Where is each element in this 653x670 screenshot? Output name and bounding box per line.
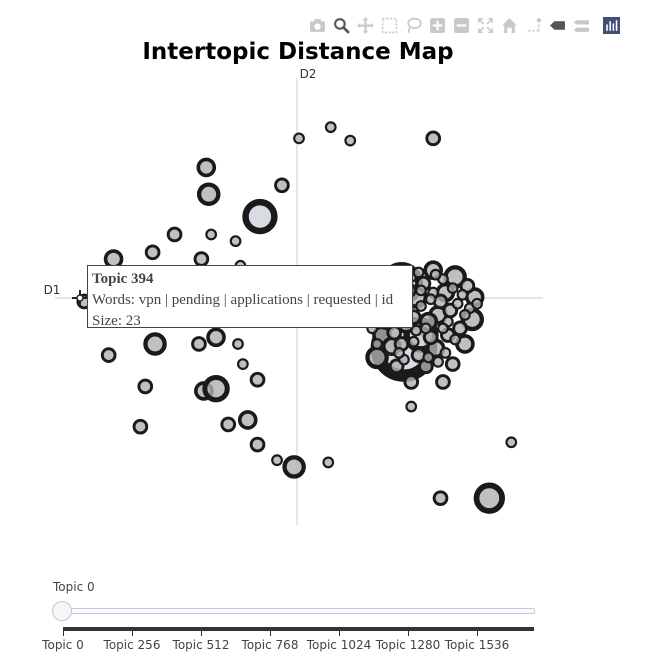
topic-point[interactable] [144, 244, 161, 261]
slider-tick-label[interactable]: Topic 1536 [444, 638, 510, 652]
topic-point[interactable] [449, 333, 462, 346]
topic-point[interactable] [196, 157, 217, 178]
topic-point[interactable] [452, 320, 468, 337]
topic-point[interactable] [432, 355, 444, 368]
topic-point[interactable] [473, 482, 506, 514]
modebar [307, 14, 621, 36]
topic-point[interactable] [274, 177, 290, 194]
topic-point[interactable] [415, 300, 427, 312]
spike-lines-icon[interactable] [523, 14, 543, 36]
chart-title: Intertopic Distance Map [142, 39, 454, 65]
slider-handle[interactable] [52, 601, 72, 621]
slider-tick-label[interactable]: Topic 1024 [306, 638, 372, 652]
slider-tick-bar [63, 627, 534, 631]
topic-point[interactable] [293, 132, 305, 145]
topic-point[interactable] [132, 418, 149, 435]
slider-tick-mark [63, 630, 64, 636]
topic-point[interactable] [205, 228, 218, 241]
slider-tick-mark [201, 630, 202, 636]
topic-point[interactable] [242, 198, 278, 235]
topic-point[interactable] [282, 455, 306, 479]
topic-point[interactable] [344, 134, 357, 147]
box-select-icon[interactable] [379, 14, 399, 36]
topic-point[interactable] [137, 378, 154, 395]
hover-tooltip: Topic 394 Words: vpn | pending | applica… [87, 265, 413, 329]
slider-tick-label[interactable]: Topic 256 [103, 638, 161, 652]
topic-point[interactable] [422, 351, 435, 364]
slider-tick-label[interactable]: Topic 1280 [375, 638, 441, 652]
slider-tick-mark [132, 630, 133, 636]
topic-point[interactable] [437, 322, 449, 335]
topic-point[interactable] [206, 327, 226, 348]
pan-icon[interactable] [355, 14, 375, 36]
topic-point[interactable] [100, 347, 117, 363]
topic-point[interactable] [410, 324, 423, 337]
tooltip-words: Words: vpn | pending | applications | re… [92, 292, 394, 308]
topic-point[interactable] [444, 356, 461, 372]
zoom-out-icon[interactable] [451, 14, 471, 36]
crosshair-cursor-icon [72, 290, 88, 306]
x-axis-label: D1 [44, 283, 61, 297]
topic-point[interactable] [143, 332, 167, 356]
topic-point[interactable] [403, 374, 420, 390]
slider-tick-mark [270, 630, 271, 636]
topic-point[interactable] [237, 358, 249, 370]
y-axis-label: D2 [300, 67, 317, 81]
topic-point[interactable] [271, 454, 283, 467]
topic-point[interactable] [393, 347, 405, 359]
topic-point[interactable] [193, 251, 210, 267]
slider-tick-mark [408, 630, 409, 636]
topic-point[interactable] [424, 293, 437, 306]
slider-tick-label[interactable]: Topic 768 [241, 638, 299, 652]
camera-icon[interactable] [307, 14, 327, 36]
topic-point[interactable] [435, 374, 451, 390]
reset-axes-icon[interactable] [499, 14, 519, 36]
topic-point[interactable] [446, 282, 459, 294]
lasso-select-icon[interactable] [403, 14, 423, 36]
topic-point[interactable] [425, 130, 442, 147]
slider-tick-label[interactable]: Topic 0 [42, 638, 84, 652]
topic-point[interactable] [459, 309, 471, 321]
hover-closest-icon[interactable] [547, 14, 567, 36]
topic-point[interactable] [405, 400, 418, 413]
topic-point[interactable] [415, 284, 427, 297]
topic-point[interactable] [237, 410, 258, 430]
topic-point[interactable] [322, 456, 335, 469]
topic-point[interactable] [471, 297, 484, 310]
slider-tick-label[interactable]: Topic 512 [172, 638, 230, 652]
topic-point[interactable] [229, 235, 242, 248]
tooltip-title: Topic 394 [92, 271, 154, 287]
topic-point[interactable] [191, 336, 207, 352]
topic-point[interactable] [451, 297, 464, 310]
topic-point[interactable] [439, 347, 452, 359]
tooltip-size: Size: 23 [92, 313, 141, 329]
topic-point[interactable] [249, 436, 266, 453]
topic-point[interactable] [429, 268, 442, 281]
topic-point[interactable] [249, 371, 266, 388]
topic-point[interactable] [407, 335, 420, 348]
topic-point[interactable] [371, 338, 383, 350]
hover-compare-icon[interactable] [571, 14, 591, 36]
slider-tick-mark [477, 630, 478, 636]
slider-tick-mark [339, 630, 340, 636]
topic-point[interactable] [202, 374, 230, 403]
topic-slider: Topic 0 Topic 0 Topic 256 Topic 512 Topic 7… [0, 575, 653, 670]
zoom-in-icon[interactable] [427, 14, 447, 36]
topic-point[interactable] [324, 121, 337, 134]
topic-point[interactable] [196, 182, 221, 206]
topic-point[interactable] [420, 322, 432, 335]
topic-point[interactable] [232, 338, 244, 350]
topic-point[interactable] [412, 266, 425, 279]
topic-point[interactable] [166, 226, 183, 243]
topic-point[interactable] [505, 436, 518, 449]
topic-point[interactable] [432, 490, 449, 507]
topic-point[interactable] [456, 288, 469, 301]
topic-point[interactable] [220, 416, 237, 433]
slider-rail[interactable] [60, 608, 535, 614]
plotly-logo-icon[interactable] [601, 14, 621, 36]
autoscale-icon[interactable] [475, 14, 495, 36]
zoom-icon[interactable] [331, 14, 351, 36]
slider-current-value: Topic 0 [53, 580, 95, 594]
